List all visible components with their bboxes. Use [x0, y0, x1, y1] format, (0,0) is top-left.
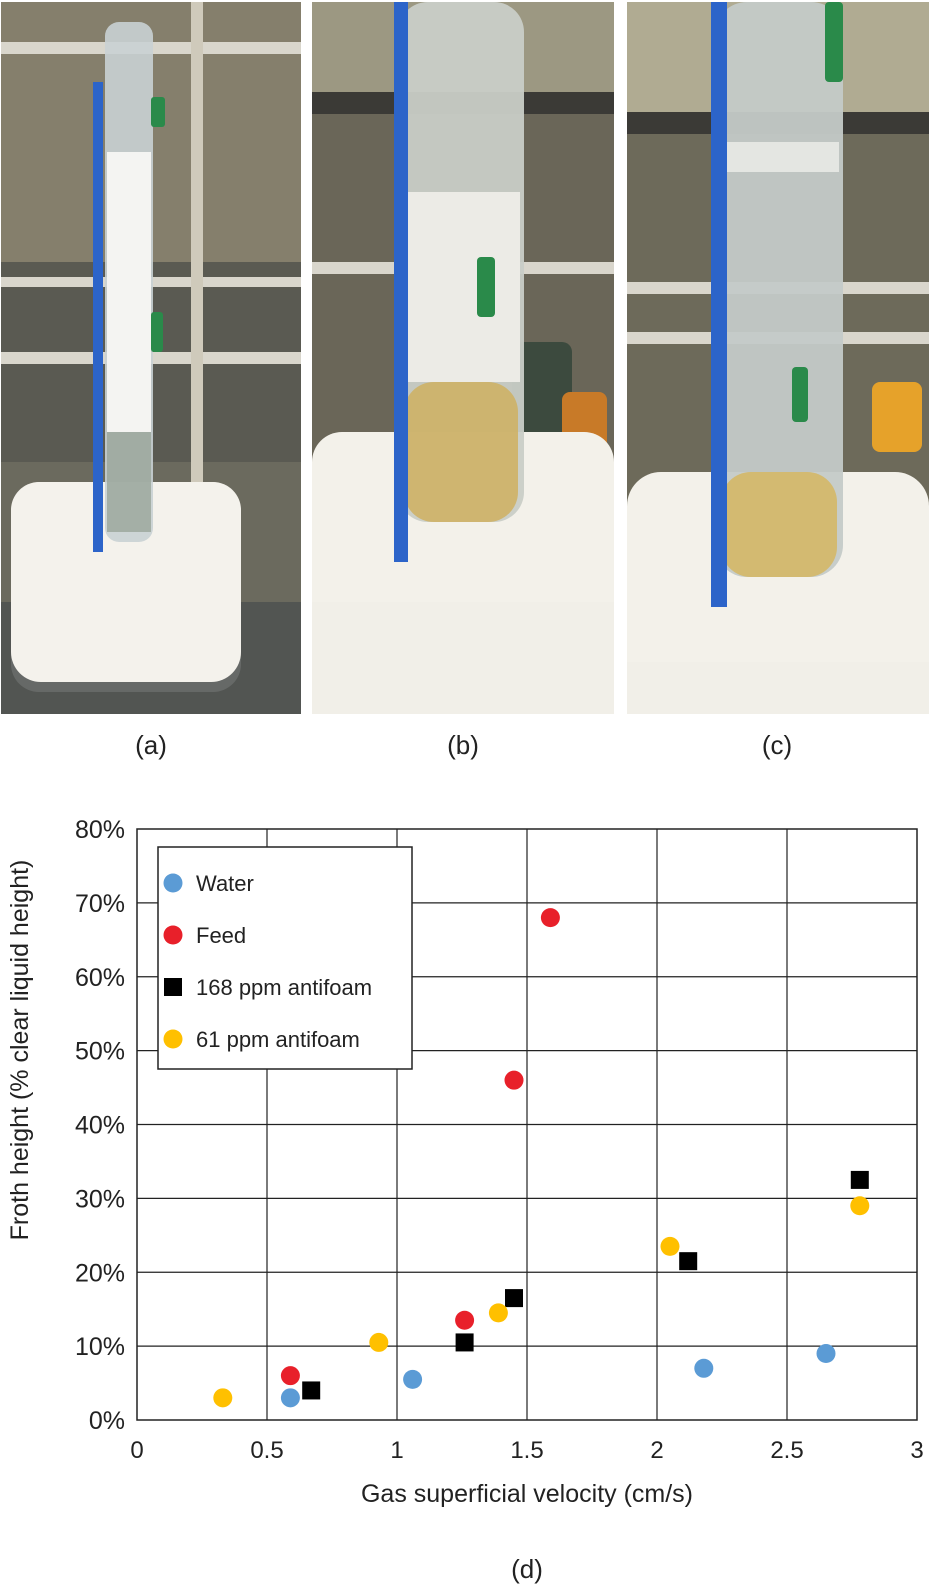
- data-point-168-ppm-antifoam: [850, 1170, 869, 1189]
- photo-column-high-froth: [1, 2, 301, 714]
- data-point-61-ppm-antifoam: [369, 1332, 389, 1352]
- data-point-water: [280, 1388, 300, 1408]
- froth-height-chart: 0 0.5 1 1.5 2 2.5 30%10%20%30%40%50%60%70%80% …: [6, 816, 924, 1584]
- panel-label-a: (a): [135, 730, 167, 760]
- data-point-feed: [455, 1310, 475, 1330]
- panel-label-b: (b): [447, 730, 479, 760]
- data-point-168-ppm-antifoam: [679, 1252, 698, 1271]
- y-tick-label: 50%: [75, 1038, 125, 1066]
- legend-marker-61-ppm-antifoam: [163, 1029, 183, 1049]
- y-tick-label: 80%: [75, 816, 125, 844]
- y-tick-label: 40%: [75, 1112, 125, 1140]
- data-point-feed: [504, 1070, 524, 1090]
- legend-label-61-ppm-antifoam: 61 ppm antifoam: [196, 1027, 360, 1052]
- legend-label-168-ppm-antifoam: 168 ppm antifoam: [196, 975, 372, 1000]
- data-point-water: [816, 1344, 836, 1364]
- data-point-water: [403, 1369, 423, 1389]
- photo-column-low-froth: [627, 2, 929, 714]
- photo-column-medium-froth: [312, 2, 614, 714]
- y-tick-label: 70%: [75, 890, 125, 918]
- chart-tick-labels: 0 0.5 1 1.5 2 2.5 30%10%20%30%40%50%60%70%80%: [75, 816, 924, 1464]
- data-point-feed: [280, 1366, 300, 1386]
- data-point-water: [694, 1358, 714, 1378]
- chart-markers: [213, 908, 870, 1408]
- data-point-168-ppm-antifoam: [302, 1381, 321, 1400]
- x-tick-label: 3: [910, 1437, 923, 1464]
- y-tick-label: 10%: [75, 1333, 125, 1361]
- data-point-61-ppm-antifoam: [213, 1388, 233, 1408]
- chart-legend: Water Feed 168 ppm antifoam 61 ppm antifoam: [157, 846, 413, 1070]
- legend-label-feed: Feed: [196, 923, 246, 948]
- data-point-61-ppm-antifoam: [850, 1196, 870, 1216]
- panel-label-c: (c): [761, 730, 793, 760]
- legend-marker-water: [163, 873, 183, 893]
- y-tick-label: 20%: [75, 1259, 125, 1287]
- data-point-61-ppm-antifoam: [488, 1303, 508, 1323]
- data-point-61-ppm-antifoam: [660, 1236, 680, 1256]
- x-tick-label: 1.5: [510, 1437, 543, 1464]
- x-tick-label: 0: [130, 1437, 143, 1464]
- x-tick-label: 2.5: [770, 1437, 803, 1464]
- data-point-168-ppm-antifoam: [455, 1333, 474, 1352]
- legend-marker-feed: [163, 925, 183, 945]
- y-tick-label: 60%: [75, 964, 125, 992]
- x-tick-label: 0.5: [250, 1437, 283, 1464]
- panel-label-d: (d): [511, 1554, 543, 1584]
- y-tick-label: 30%: [75, 1185, 125, 1213]
- x-axis-title: Gas superficial velocity (cm/s): [361, 1480, 693, 1508]
- legend-marker-168-ppm-antifoam: [164, 978, 182, 996]
- legend-box: [157, 846, 413, 1070]
- x-tick-label: 1: [390, 1437, 403, 1464]
- y-tick-label: 0%: [89, 1407, 125, 1435]
- data-point-168-ppm-antifoam: [505, 1289, 523, 1308]
- y-axis-title: Froth height (% clear liquid height): [6, 860, 34, 1241]
- x-tick-label: 2: [650, 1437, 663, 1464]
- data-point-feed: [540, 908, 560, 928]
- legend-label-water: Water: [196, 871, 254, 896]
